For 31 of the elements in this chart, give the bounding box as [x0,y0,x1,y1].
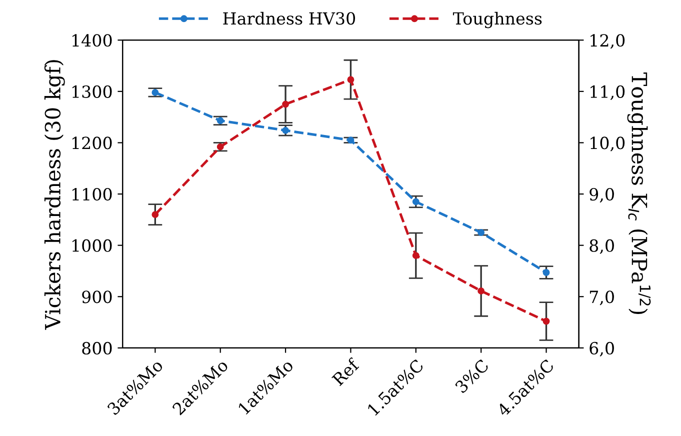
y-tick-label: 900 [82,290,112,304]
y-tick-label: 1200 [72,136,112,150]
point [542,318,550,325]
y2-tick-label: 7,0 [590,290,614,306]
point [542,269,550,276]
y2-tick-label: 10,0 [590,136,625,152]
point [412,252,420,260]
point [216,117,224,124]
y-tick-label: 1000 [72,239,112,252]
y-tick-label: 1400 [72,34,112,47]
point [347,76,354,84]
point [478,288,485,294]
y2-tick-label: 9,0 [590,188,614,203]
point [216,143,224,150]
y-tick-label: 1100 [72,188,112,201]
y-axis-title: Vickers hardness (30 kgf) [44,60,65,330]
y2-tick-label: 8,0 [590,239,614,254]
point [282,100,290,108]
point [152,88,159,96]
y2-axis-title: Toughness K$_{Ic}$ (MPa$^{1/2}$) [627,72,651,314]
y2-tick-label: 6,0 [590,342,614,357]
y2-tick-label: 11,0 [590,85,625,100]
point [478,229,485,236]
point [152,211,159,218]
legend-label: Hardness HV30 [223,12,356,25]
point [347,136,354,144]
y-tick-label: 1300 [72,85,112,98]
legend-label: Toughness [452,12,542,28]
point [412,198,420,206]
y2-tick-label: 12,0 [590,34,625,49]
y-tick-label: 800 [82,342,112,354]
